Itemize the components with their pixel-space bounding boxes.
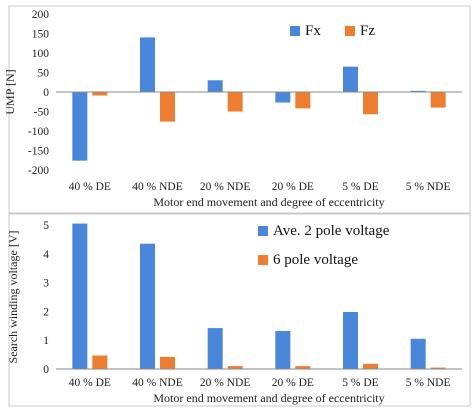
bar-fx [410, 90, 426, 92]
y-axis-title: UMP [N] [3, 69, 17, 114]
legend-swatch [345, 26, 355, 36]
category-label: 40 % DE [69, 377, 111, 389]
bar-fz [430, 92, 446, 108]
y-tick-label: 2 [43, 306, 49, 318]
chart-frame [8, 213, 471, 407]
legend-swatch [258, 226, 268, 236]
legend-label: Fz [360, 23, 375, 39]
category-label: 5 % NDE [406, 181, 451, 193]
bar-fz [363, 92, 378, 115]
bar-6-pole-voltage [92, 355, 108, 369]
y-tick-label: 4 [43, 249, 49, 261]
category-label: 20 % DE [272, 377, 314, 389]
bar-6-pole-voltage [295, 366, 311, 369]
category-label: 5 % NDE [406, 377, 451, 389]
ump-chart: -200 -150 -100 -50 0 50 100 150 200 40 % DE 40 % N… [3, 5, 471, 214]
bar-6-pole-voltage [160, 356, 175, 369]
bar-ave-2-pole-voltage [343, 311, 358, 369]
y-tick-label: 3 [43, 278, 49, 290]
category-label: 20 % DE [272, 181, 314, 193]
x-axis-title: Motor end movement and degree of eccentr… [153, 195, 384, 209]
bar-6-pole-voltage [430, 367, 446, 369]
bar-ave-2-pole-voltage [207, 328, 223, 369]
y-tick-label: 200 [32, 9, 50, 21]
bar-6-pole-voltage [227, 366, 243, 369]
chart-frame [8, 5, 471, 214]
legend-swatch [258, 255, 268, 265]
y-tick-label: 50 [38, 68, 50, 80]
legend-label: 6 pole voltage [273, 252, 358, 268]
y-tick-label: 1 [43, 335, 49, 347]
bar-ave-2-pole-voltage [72, 223, 88, 369]
bar-fz [227, 92, 243, 112]
category-label: 40 % NDE [132, 181, 182, 193]
legend-label: Fx [305, 23, 321, 39]
bar-fx [72, 92, 88, 161]
bar-fx [343, 66, 358, 92]
bar-fz [295, 92, 311, 109]
y-tick-label: -50 [34, 107, 50, 119]
bar-fz [92, 92, 108, 96]
legend-label: Ave. 2 pole voltage [273, 223, 390, 239]
bar-fx [140, 37, 155, 92]
bar-6-pole-voltage [363, 363, 378, 369]
y-tick-label: 100 [32, 48, 50, 60]
x-axis-title: Motor end movement and degree of eccentr… [153, 391, 384, 405]
y-axis-title: Search winding voltage [V] [6, 231, 20, 364]
bar-fx [275, 92, 291, 103]
y-tick-label: -200 [28, 165, 49, 177]
bar-fz [160, 92, 175, 122]
y-tick-label: 0 [43, 364, 49, 376]
category-label: 40 % DE [69, 181, 111, 193]
legend-swatch [290, 26, 300, 36]
category-label: 5 % DE [342, 181, 378, 193]
bar-fx [207, 80, 223, 92]
category-label: 20 % NDE [200, 181, 250, 193]
category-label: 5 % DE [342, 377, 378, 389]
y-tick-label: 150 [32, 29, 50, 41]
category-label: 40 % NDE [132, 377, 182, 389]
y-tick-label: 5 [43, 220, 49, 232]
y-tick-label: -150 [28, 146, 49, 158]
bar-ave-2-pole-voltage [140, 243, 155, 369]
search-winding-voltage-chart: 0 1 2 3 4 5 40 % DE 40 % NDE 20 % NDE 20 % DE 5 % … [6, 213, 471, 407]
y-tick-label: -100 [28, 126, 49, 138]
bar-ave-2-pole-voltage [410, 338, 426, 369]
category-label: 20 % NDE [200, 377, 250, 389]
bar-ave-2-pole-voltage [275, 330, 291, 369]
y-tick-label: 0 [43, 87, 49, 99]
